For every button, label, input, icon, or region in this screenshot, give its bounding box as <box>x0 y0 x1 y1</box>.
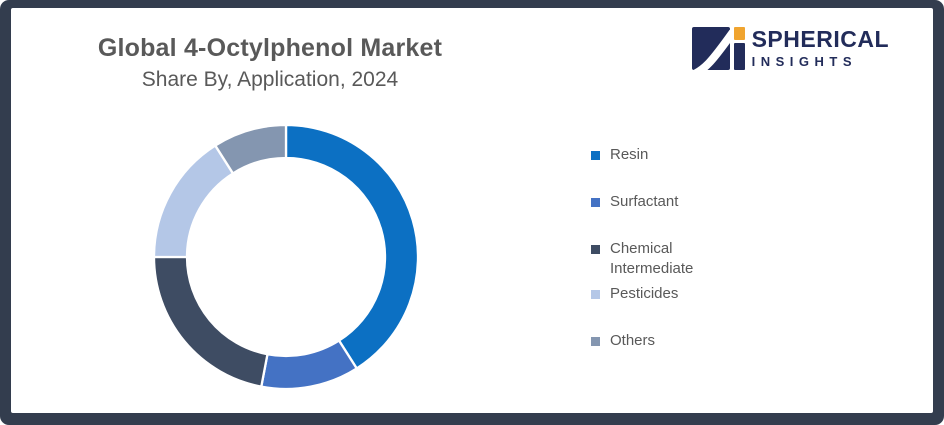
pie-slice-pesticides <box>152 143 235 259</box>
chart-canvas: Global 4-Octylphenol Market Share By, Ap… <box>11 8 933 413</box>
pie-slice-surfactant <box>259 339 359 391</box>
legend-label: Pesticides <box>610 285 679 302</box>
legend-item-resin: Resin <box>591 145 719 165</box>
legend-label: Resin <box>610 146 649 163</box>
brand-tagline: INSIGHTS <box>751 54 857 70</box>
legend-marker-surfactant <box>591 198 600 207</box>
legend-marker-resin <box>591 151 600 160</box>
logo-dot <box>733 27 745 40</box>
brand-logo: SPHERICAL INSIGHTS <box>691 27 889 73</box>
legend-item-chemical-intermediate: Chemical Intermediate <box>591 239 719 279</box>
legend-item-others: Others <box>591 331 719 351</box>
chart-title: Global 4-Octylphenol Market <box>97 34 443 62</box>
logo-swoosh-icon <box>691 29 730 70</box>
legend-marker-pesticides <box>591 290 600 299</box>
logo-bar <box>733 43 745 70</box>
legend-marker-others <box>591 337 600 346</box>
legend-item-pesticides: Pesticides <box>591 284 719 304</box>
brand-name: SPHERICAL <box>751 26 889 52</box>
logo-square <box>691 27 730 70</box>
logo-text: SPHERICAL INSIGHTS <box>752 27 889 69</box>
chart-header: Global 4-Octylphenol Market Share By, Ap… <box>60 34 480 91</box>
legend-label: Others <box>610 332 656 349</box>
legend-marker-chemical-intermediate <box>591 245 600 254</box>
donut-chart <box>152 123 420 391</box>
chart-subtitle: Share By, Application, 2024 <box>141 67 399 91</box>
legend-label: Surfactant <box>610 193 679 210</box>
pie-slice-chemical-intermediate <box>152 255 269 389</box>
legend-item-surfactant: Surfactant <box>591 192 719 212</box>
legend-label: Chemical Intermediate <box>610 240 694 277</box>
spherical-insights-logo-icon <box>691 27 745 70</box>
pie-slice-resin <box>284 123 420 371</box>
chart-legend: Resin Surfactant Chemical Intermediate Pest… <box>591 145 719 378</box>
pie-slice-others <box>213 123 288 175</box>
